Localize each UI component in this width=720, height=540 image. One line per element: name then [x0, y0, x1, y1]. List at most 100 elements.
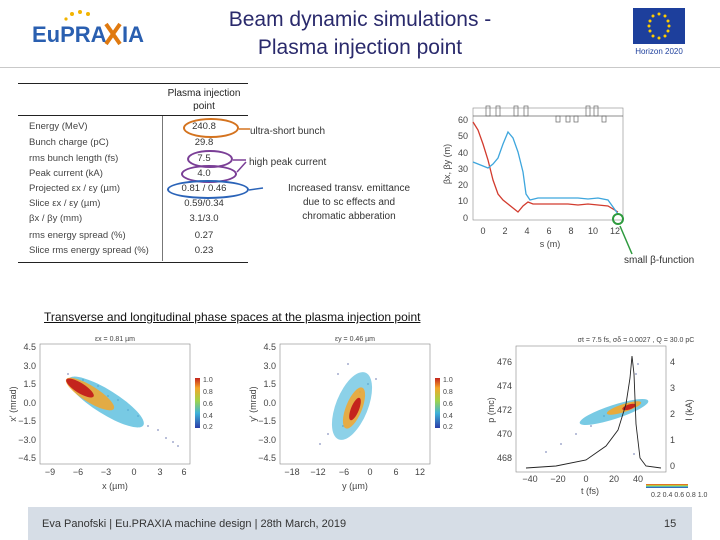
phase-x-x-label: x (µm)	[102, 481, 128, 491]
section-title: Transverse and longitudinal phase spaces…	[44, 310, 421, 324]
beta-y-curve	[472, 130, 619, 215]
beta-y-ticks: 60 50 40 30 20 10 0	[458, 115, 468, 223]
param-value-slice-energy-spread: 0.23	[194, 245, 214, 256]
svg-text:6: 6	[393, 467, 398, 477]
svg-text:−1.5: −1.5	[258, 416, 276, 426]
svg-text:8: 8	[568, 226, 573, 236]
svg-text:20: 20	[458, 180, 468, 190]
footer-bar	[28, 507, 692, 540]
svg-text:3.0: 3.0	[23, 361, 36, 371]
svg-text:−40: −40	[522, 474, 537, 484]
phase-y-colorbar	[435, 378, 440, 428]
phase-y-y-ticks: 4.5 3.0 1.5 0.0 −1.5 −3.0 −4.5	[258, 342, 276, 463]
phase-x-core-inner	[66, 378, 94, 398]
svg-text:−4.5: −4.5	[258, 453, 276, 463]
svg-text:470: 470	[497, 429, 512, 439]
svg-text:−6: −6	[339, 467, 349, 477]
phase-y-x-ticks: −18 −12 −6 0 6 12	[284, 467, 425, 477]
param-value-beta: 3.1/3.0	[189, 213, 219, 224]
param-label-charge: Bunch charge (pC)	[29, 137, 109, 148]
horizon-caption: Horizon 2020	[635, 47, 683, 56]
svg-text:0.4: 0.4	[203, 413, 213, 420]
svg-text:4: 4	[670, 357, 675, 367]
logo-x-icon	[104, 22, 122, 46]
logo-text-right: IA	[122, 22, 144, 47]
phase-z-y-ticks: 476 474 472 470 468	[497, 357, 512, 463]
svg-text:−12: −12	[310, 467, 325, 477]
phase-z-colorbar	[646, 484, 688, 488]
svg-text:0.8: 0.8	[443, 389, 453, 396]
phase-z-x-label: t (fs)	[581, 486, 599, 496]
table-column-header: Plasma injection point	[167, 88, 241, 112]
phase-y-colorbar-ticks: 1.0 0.8 0.6 0.4 0.2	[443, 377, 453, 431]
phase-y-x-label: y (µm)	[342, 481, 368, 491]
svg-text:40: 40	[458, 148, 468, 158]
header-divider	[0, 67, 720, 68]
svg-text:40: 40	[633, 474, 643, 484]
svg-text:1.5: 1.5	[263, 379, 276, 389]
phase-x-x-ticks: −9 −6 −3 0 3 6	[45, 467, 187, 477]
svg-text:474: 474	[497, 381, 512, 391]
slide-title: Beam dynamic simulations - Plasma inject…	[180, 6, 540, 62]
table-column-divider	[162, 116, 163, 261]
table-header-rule	[18, 115, 248, 116]
svg-text:3: 3	[157, 467, 162, 477]
eupraxia-logo: EuPRA IA	[30, 8, 152, 48]
table-top-rule	[18, 83, 248, 84]
svg-text:12: 12	[610, 226, 620, 236]
svg-text:−3.0: −3.0	[18, 435, 36, 445]
svg-text:468: 468	[497, 453, 512, 463]
phase-z-y2-label: I (kA)	[684, 399, 694, 421]
title-line-1: Beam dynamic simulations -	[228, 8, 492, 31]
phase-x-colorbar-ticks: 1.0 0.8 0.6 0.4 0.2	[203, 377, 213, 431]
small-beta-marker	[612, 213, 624, 225]
phase-z-colorbar-ticks: 0.2 0.4 0.6 0.8 1.0	[651, 492, 708, 499]
svg-text:−4.5: −4.5	[18, 453, 36, 463]
svg-text:0: 0	[131, 467, 136, 477]
highlight-ring-emittance	[167, 180, 249, 199]
phase-space-y-plot: εy = 0.46 µm 1.0 0.8 0.6 0.4 0.2 4.5 3.0…	[248, 336, 453, 491]
title-line-2: Plasma injection point	[257, 36, 463, 59]
svg-text:0.4: 0.4	[443, 413, 453, 420]
svg-text:3.0: 3.0	[263, 361, 276, 371]
phase-z-y-label: p (mc)	[486, 397, 496, 423]
footer-text: Eva Panofski | Eu.PRAXIA machine design …	[42, 518, 347, 530]
page-number: 15	[664, 518, 677, 530]
highlight-ring-energy	[183, 118, 239, 138]
param-label-peak-current: Peak current (kA)	[29, 168, 103, 179]
svg-text:6: 6	[546, 226, 551, 236]
svg-text:−20: −20	[550, 474, 565, 484]
phase-x-colorbar	[195, 378, 200, 428]
svg-text:476: 476	[497, 357, 512, 367]
svg-text:20: 20	[609, 474, 619, 484]
note-emittance-line-3: chromatic abberation	[302, 211, 396, 222]
svg-text:0: 0	[463, 213, 468, 223]
phase-z-x-ticks: −40 −20 0 20 40	[522, 474, 643, 484]
longitudinal-phase-space-plot: σt = 7.5 fs, σδ = 0.0027 , Q = 30.0 pC 0…	[486, 337, 708, 499]
svg-text:0: 0	[480, 226, 485, 236]
beta-x-curve	[472, 121, 619, 213]
phase-y-title: εy = 0.46 µm	[335, 336, 375, 343]
svg-text:0: 0	[583, 474, 588, 484]
param-label-slice-energy-spread: Slice rms energy spread (%)	[29, 245, 149, 256]
param-label-projected-emittance: Projected εx / εy (µm)	[29, 183, 121, 194]
svg-text:0.8: 0.8	[203, 389, 213, 396]
svg-text:0.0: 0.0	[263, 398, 276, 408]
svg-text:0: 0	[367, 467, 372, 477]
svg-text:10: 10	[458, 196, 468, 206]
svg-text:1.5: 1.5	[23, 379, 36, 389]
svg-text:472: 472	[497, 405, 512, 415]
phase-z-title: σt = 7.5 fs, σδ = 0.0027 , Q = 30.0 pC	[578, 337, 695, 344]
note-high-peak: high peak current	[249, 157, 327, 168]
logo-stars-icon	[64, 10, 90, 21]
phase-x-title: εx = 0.81 µm	[95, 336, 135, 343]
svg-text:0.6: 0.6	[443, 401, 453, 408]
svg-text:0.2: 0.2	[443, 424, 453, 431]
svg-text:6: 6	[181, 467, 186, 477]
svg-text:−1.5: −1.5	[18, 416, 36, 426]
table-bottom-rule	[18, 262, 248, 263]
param-label-bunch-length: rms bunch length (fs)	[29, 153, 119, 164]
note-small-beta: small β-function	[624, 255, 695, 266]
svg-text:10: 10	[588, 226, 598, 236]
phase-z-core-inner	[622, 403, 636, 411]
